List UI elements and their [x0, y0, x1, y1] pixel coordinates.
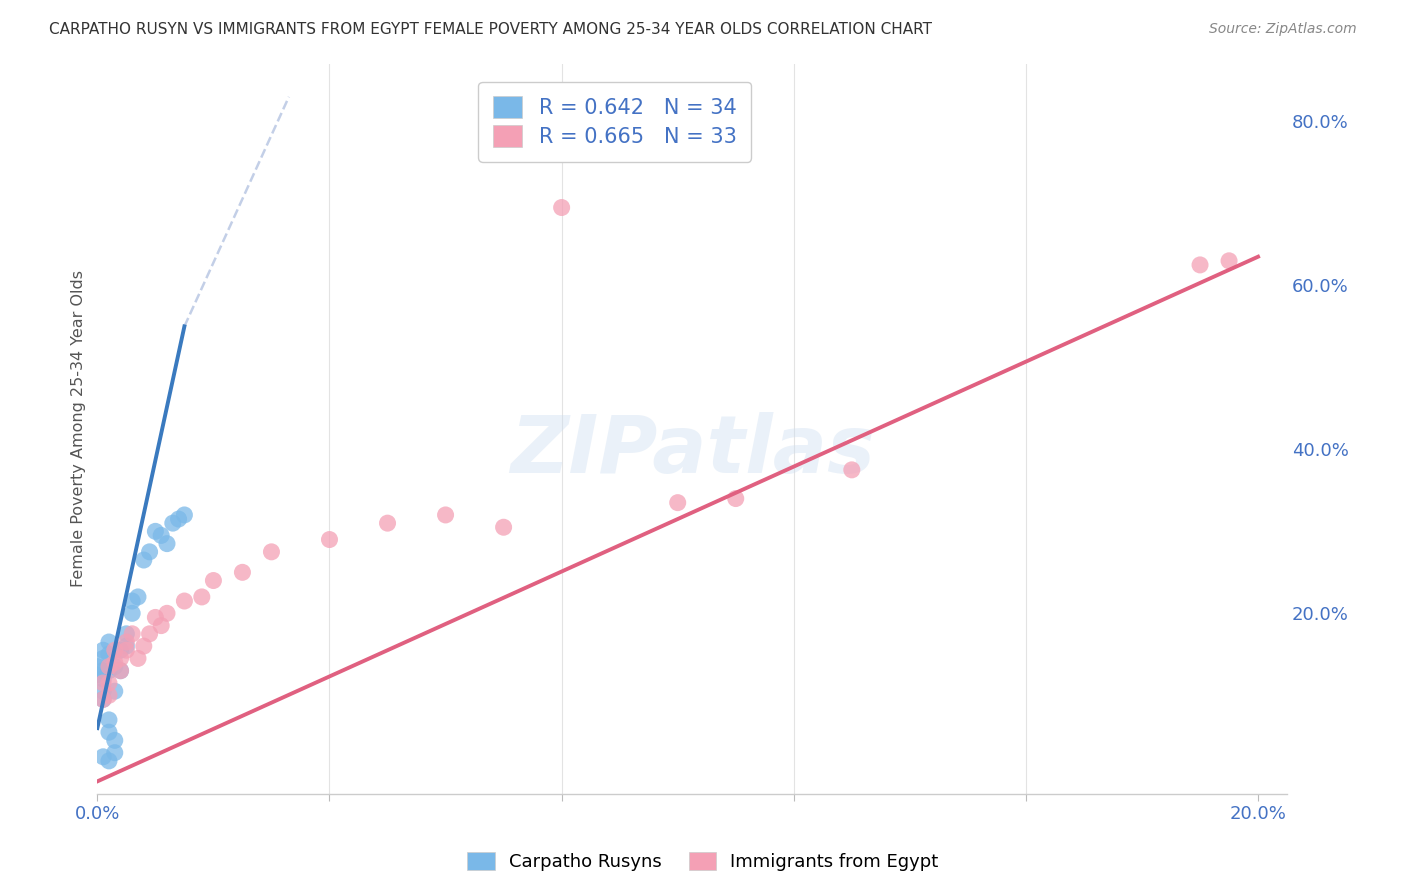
Point — [260, 545, 283, 559]
Point — [91, 651, 114, 665]
Point — [121, 607, 143, 621]
Point — [86, 659, 108, 673]
Point — [162, 516, 184, 530]
Point — [150, 618, 173, 632]
Point — [104, 656, 127, 670]
Point — [91, 749, 114, 764]
Point — [97, 725, 120, 739]
Point — [1189, 258, 1212, 272]
Point — [110, 664, 132, 678]
Point — [97, 664, 120, 678]
Legend: R = 0.642   N = 34, R = 0.665   N = 33: R = 0.642 N = 34, R = 0.665 N = 33 — [478, 82, 751, 161]
Point — [110, 651, 132, 665]
Point — [156, 607, 179, 621]
Point — [97, 635, 120, 649]
Point — [127, 590, 149, 604]
Y-axis label: Female Poverty Among 25-34 Year Olds: Female Poverty Among 25-34 Year Olds — [72, 270, 86, 587]
Point — [550, 201, 572, 215]
Point — [1218, 253, 1240, 268]
Point — [191, 590, 214, 604]
Point — [115, 635, 138, 649]
Point — [145, 610, 167, 624]
Legend: Carpatho Rusyns, Immigrants from Egypt: Carpatho Rusyns, Immigrants from Egypt — [460, 845, 946, 879]
Point — [724, 491, 747, 506]
Point — [138, 627, 160, 641]
Point — [110, 664, 132, 678]
Point — [91, 692, 114, 706]
Point — [86, 668, 108, 682]
Point — [97, 648, 120, 662]
Point — [145, 524, 167, 539]
Point — [91, 643, 114, 657]
Point — [377, 516, 399, 530]
Point — [173, 594, 195, 608]
Point — [138, 545, 160, 559]
Point — [97, 713, 120, 727]
Point — [97, 676, 120, 690]
Point — [121, 594, 143, 608]
Point — [104, 746, 127, 760]
Point — [202, 574, 225, 588]
Point — [110, 643, 132, 657]
Point — [97, 659, 120, 673]
Point — [91, 692, 114, 706]
Point — [91, 672, 114, 686]
Point — [167, 512, 190, 526]
Point — [91, 664, 114, 678]
Point — [492, 520, 515, 534]
Point — [104, 684, 127, 698]
Point — [104, 733, 127, 747]
Point — [132, 639, 155, 653]
Point — [318, 533, 340, 547]
Point — [132, 553, 155, 567]
Point — [115, 643, 138, 657]
Point — [104, 643, 127, 657]
Point — [121, 627, 143, 641]
Point — [91, 684, 114, 698]
Point — [841, 463, 863, 477]
Point — [156, 536, 179, 550]
Text: ZIPatlas: ZIPatlas — [510, 412, 875, 490]
Point — [91, 676, 114, 690]
Point — [173, 508, 195, 522]
Text: CARPATHO RUSYN VS IMMIGRANTS FROM EGYPT FEMALE POVERTY AMONG 25-34 YEAR OLDS COR: CARPATHO RUSYN VS IMMIGRANTS FROM EGYPT … — [49, 22, 932, 37]
Point — [231, 566, 253, 580]
Point — [127, 651, 149, 665]
Text: Source: ZipAtlas.com: Source: ZipAtlas.com — [1209, 22, 1357, 37]
Point — [434, 508, 457, 522]
Point — [115, 639, 138, 653]
Point — [115, 627, 138, 641]
Point — [150, 528, 173, 542]
Point — [104, 659, 127, 673]
Point — [666, 496, 689, 510]
Point — [97, 754, 120, 768]
Point — [97, 688, 120, 702]
